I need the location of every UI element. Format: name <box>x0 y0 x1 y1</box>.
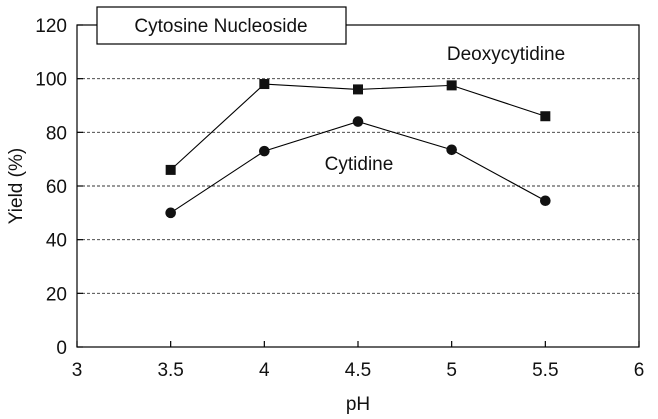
point-deoxycytidine-0 <box>165 164 176 175</box>
point-cytidine-4 <box>540 195 551 207</box>
x-tick-label-6: 6 <box>634 360 645 381</box>
y-tick-label-4: 80 <box>46 123 67 144</box>
series-label-deoxycytidine: Deoxycytidine <box>447 44 565 65</box>
point-deoxycytidine-3 <box>446 80 457 91</box>
point-deoxycytidine-2 <box>353 84 363 95</box>
y-tick-label-1: 20 <box>46 284 67 305</box>
point-deoxycytidine-4 <box>540 111 551 122</box>
series-label-cytidine: Cytidine <box>325 154 394 175</box>
x-tick-label-5: 5.5 <box>532 360 558 381</box>
y-tick-label-3: 60 <box>46 177 67 198</box>
y-tick-label-2: 40 <box>46 231 67 252</box>
y-tick-label-6: 120 <box>35 16 67 37</box>
point-cytidine-1 <box>259 145 270 157</box>
chart-title-box: Cytosine Nucleoside <box>96 6 347 45</box>
chart-title: Cytosine Nucleoside <box>134 16 307 37</box>
x-tick-label-3: 4.5 <box>345 360 371 381</box>
x-tick-label-1: 3.5 <box>157 360 183 381</box>
x-axis-ticks: 3 3.5 4 4.5 5 5.5 6 <box>72 341 645 381</box>
x-axis-title: pH <box>346 394 370 415</box>
y-axis-title: Yield (%) <box>6 148 27 224</box>
point-cytidine-3 <box>446 144 457 156</box>
grid-lines <box>77 78 639 294</box>
series-layer <box>165 79 551 219</box>
point-cytidine-0 <box>165 207 176 219</box>
x-tick-label-2: 4 <box>259 360 270 381</box>
x-tick-label-4: 5 <box>446 360 457 381</box>
y-axis-ticks: 0 20 40 60 80 100 120 <box>35 16 83 359</box>
point-cytidine-2 <box>352 116 364 127</box>
y-tick-label-5: 100 <box>35 70 67 91</box>
point-deoxycytidine-1 <box>259 79 270 90</box>
x-tick-label-0: 3 <box>72 360 83 381</box>
y-tick-label-0: 0 <box>56 338 67 359</box>
